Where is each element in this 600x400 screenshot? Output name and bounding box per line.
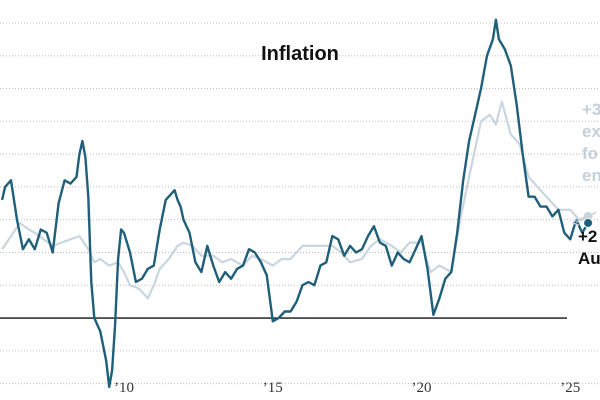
annotation-core-line: en xyxy=(582,166,600,185)
chart-title: Inflation xyxy=(261,43,339,65)
end-marker-headline xyxy=(583,217,594,228)
x-axis-ticks: ’10 ’15 ’20 ’25 xyxy=(114,380,580,396)
x-tick-label: ’20 xyxy=(412,380,432,396)
series-line-core xyxy=(1,100,589,300)
x-tick-label: ’25 xyxy=(560,380,580,396)
annotation-core-line: ex xyxy=(582,122,600,141)
annotation-arrow xyxy=(575,211,597,223)
annotation-core-line: +3 xyxy=(582,100,600,119)
x-tick-label: ’15 xyxy=(263,380,283,396)
series-line-headline xyxy=(0,18,590,389)
x-tick-label: ’10 xyxy=(114,380,134,396)
annotation-core-line: fo xyxy=(582,144,598,163)
annotation-headline: +2 Au xyxy=(578,227,600,268)
annotation-arrow-head xyxy=(571,217,580,226)
annotation-core: +3 ex fo en xyxy=(582,100,600,185)
grid-lines xyxy=(0,22,600,385)
annotation-headline-line: +2 xyxy=(578,227,597,246)
annotation-headline-line: Au xyxy=(578,249,600,268)
